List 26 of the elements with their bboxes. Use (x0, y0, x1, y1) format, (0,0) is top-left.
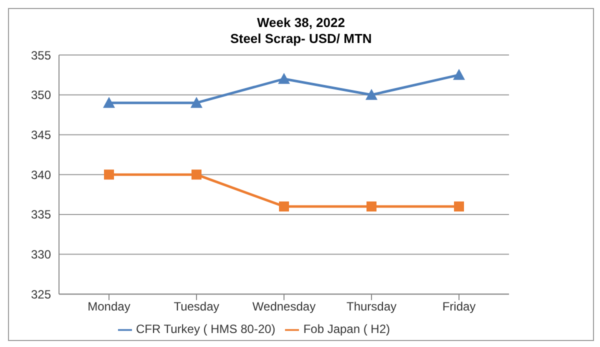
point (192, 170, 202, 180)
chart-title: Week 38, 2022 (256, 15, 346, 31)
legend-label: Fob Japan ( H2) (303, 322, 390, 336)
y-tick-label: 350 (30, 88, 52, 102)
point (103, 96, 115, 108)
point (190, 96, 202, 108)
point (454, 201, 464, 212)
point (366, 88, 378, 100)
point (104, 170, 114, 180)
legend-label: CFR Turkey ( HMS 80-20) (136, 322, 276, 336)
y-tick-label: 325 (30, 287, 52, 302)
point (453, 68, 465, 80)
point (279, 201, 289, 212)
point (366, 201, 376, 212)
y-tick-label: 345 (30, 128, 52, 142)
y-tick-label: 330 (30, 248, 52, 262)
y-tick-label: 355 (30, 48, 52, 62)
x-tick-label: Tuesday (174, 300, 220, 314)
point (278, 72, 290, 84)
y-tick-label: 340 (30, 168, 52, 182)
y-tick-label: 335 (30, 208, 52, 222)
x-tick-label: Thursday (346, 300, 397, 314)
x-tick-label: Monday (88, 300, 130, 314)
chart-subtitle: Steel Scrap- USD/ MTN (229, 31, 373, 47)
x-tick-label: Friday (442, 300, 476, 314)
x-tick-label: Wednesday (252, 300, 316, 314)
